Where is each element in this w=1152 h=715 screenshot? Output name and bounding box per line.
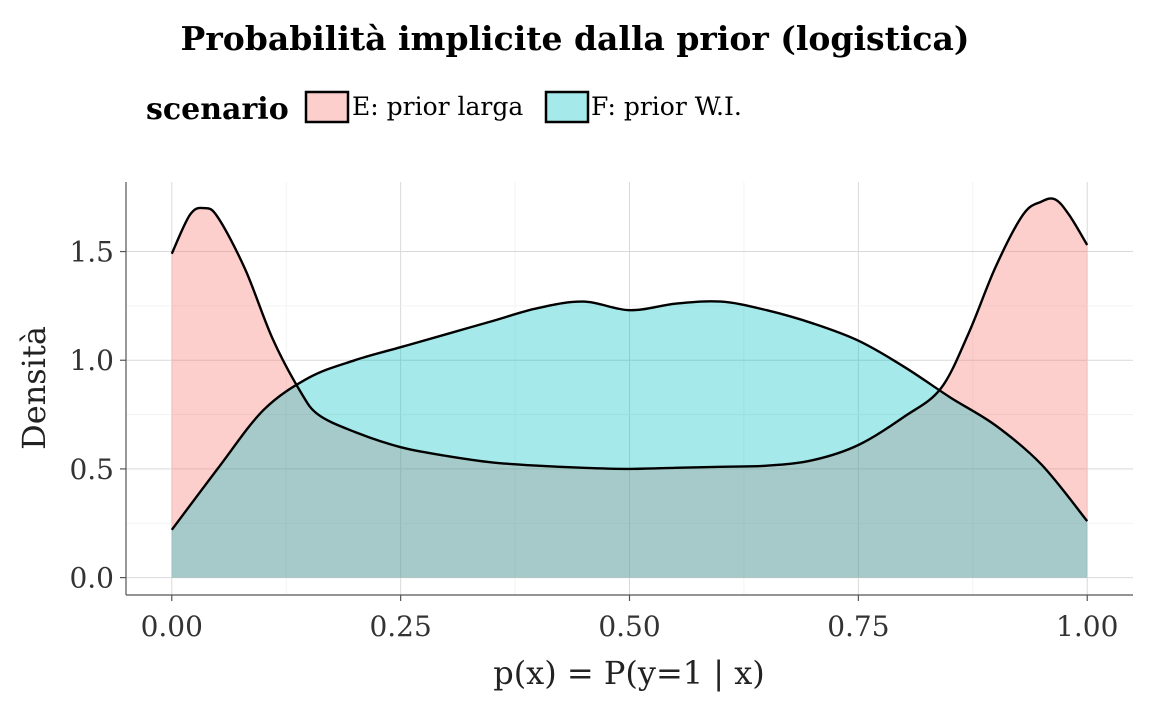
density-line-0	[170, 197, 1089, 471]
legend: scenario E: prior larga F: prior W.I.	[146, 90, 742, 127]
density-area-0	[171, 198, 1088, 578]
density-line-1	[170, 300, 1089, 531]
x-tick-label-2: 0.50	[598, 610, 660, 643]
plot-panel: 0.00 0.25 0.50 0.75 1.00 0.0 0.5 1.0 1.5	[69, 182, 1133, 643]
x-tick-label-3: 0.75	[827, 610, 889, 643]
legend-label-f: F: prior W.I.	[591, 92, 742, 121]
x-axis-title: p(x) = P(y=1 | x)	[493, 654, 765, 692]
density-area-1	[171, 301, 1088, 578]
x-tick-label-4: 1.00	[1056, 610, 1118, 643]
y-tick-label-1: 0.5	[69, 453, 114, 486]
x-tick-label-1: 0.25	[369, 610, 431, 643]
legend-entry-f: F: prior W.I.	[544, 90, 742, 124]
y-axis-title: Densità	[15, 326, 53, 450]
legend-entry-e: E: prior larga	[304, 90, 523, 124]
chart-title: Probabilità implicite dalla prior (logis…	[181, 19, 970, 58]
y-tick-label-2: 1.0	[69, 344, 114, 377]
x-tick-label-0: 0.00	[141, 610, 203, 643]
legend-label-e: E: prior larga	[352, 92, 523, 121]
y-tick-label-3: 1.5	[69, 236, 114, 269]
legend-key-f	[544, 90, 590, 124]
legend-title: scenario	[146, 92, 289, 127]
y-tick-label-0: 0.0	[69, 562, 114, 595]
legend-key-e	[304, 90, 350, 124]
